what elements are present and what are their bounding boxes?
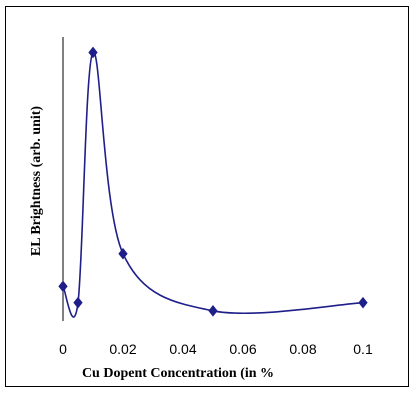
data-markers — [58, 46, 368, 317]
x-tick-label-2: 0.04 — [169, 341, 196, 357]
x-tick-labels: 0 0.02 0.04 0.06 0.08 0.1 — [59, 341, 373, 357]
x-tick-label-0: 0 — [59, 341, 67, 357]
x-axis-label: Cu Dopent Concentration (in % — [82, 366, 274, 381]
data-point-1 — [73, 296, 83, 309]
data-point-0 — [58, 280, 68, 293]
x-tick-label-1: 0.02 — [109, 341, 136, 357]
x-tick-label-5: 0.1 — [353, 341, 373, 357]
line-chart: 0 0.02 0.04 0.06 0.08 0.1 Cu Dopent Concentra… — [29, 37, 373, 381]
data-point-3 — [118, 247, 128, 260]
x-tick-label-3: 0.06 — [229, 341, 256, 357]
data-point-4 — [208, 305, 218, 317]
data-point-2 — [88, 46, 98, 59]
series-line — [62, 51, 364, 318]
data-point-5 — [358, 296, 368, 309]
y-axis-label: EL Brightness (arb. unit) — [29, 106, 44, 256]
x-tick-label-4: 0.08 — [289, 341, 316, 357]
chart-frame: 0 0.02 0.04 0.06 0.08 0.1 Cu Dopent Concentra… — [5, 6, 409, 387]
